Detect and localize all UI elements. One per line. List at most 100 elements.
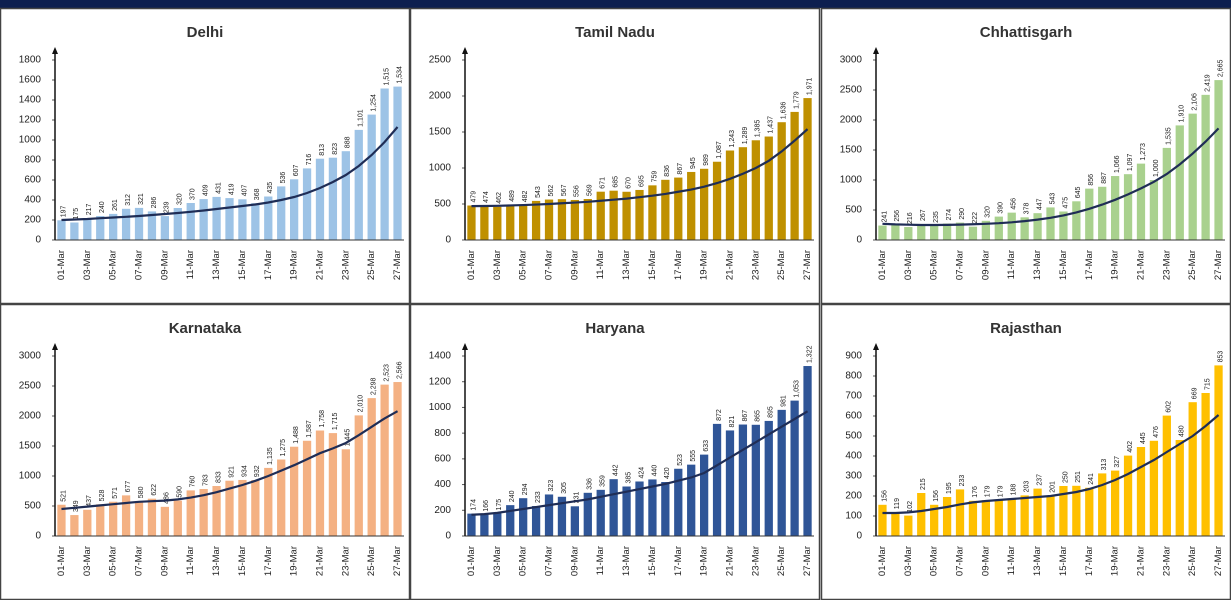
value-label: 102 — [907, 501, 914, 513]
bar — [519, 498, 528, 536]
x-tick-label: 19-Mar — [1110, 546, 1121, 576]
bar — [531, 200, 541, 240]
y-tick-label: 200 — [434, 505, 451, 516]
value-label: 233 — [959, 475, 966, 487]
value-label: 215 — [920, 478, 927, 490]
value-label: 821 — [729, 416, 736, 428]
bar — [147, 498, 157, 536]
x-tick-label: 13-Mar — [211, 546, 222, 576]
value-label: 836 — [664, 165, 671, 177]
bar — [878, 504, 887, 536]
x-tick-label: 11-Mar — [595, 546, 606, 575]
x-tick-label: 13-Mar — [621, 546, 632, 576]
value-label: 385 — [625, 472, 632, 484]
y-tick-label: 400 — [845, 451, 862, 462]
value-label: 1,715 — [332, 412, 339, 430]
x-tick-label: 07-Mar — [134, 250, 145, 280]
bar — [380, 384, 389, 536]
y-tick-label: 1000 — [429, 163, 452, 174]
x-tick-label: 23-Mar — [1161, 250, 1172, 280]
value-label: 1,000 — [1153, 159, 1160, 177]
value-label: 669 — [1192, 387, 1199, 399]
trend-line — [61, 410, 399, 511]
value-label: 305 — [561, 482, 568, 494]
value-label: 216 — [907, 212, 914, 224]
y-tick-label: 2000 — [840, 115, 863, 126]
x-tick-label: 23-Mar — [750, 546, 761, 576]
bar — [803, 366, 812, 536]
y-tick-label: 1400 — [429, 351, 452, 362]
value-label: 833 — [215, 471, 222, 483]
value-label: 677 — [125, 481, 132, 493]
bar — [173, 208, 182, 240]
value-label: 716 — [306, 154, 313, 166]
value-label: 320 — [985, 206, 992, 218]
value-label: 486 — [164, 492, 171, 504]
x-tick-label: 25-Mar — [776, 546, 787, 576]
bar — [994, 500, 1003, 536]
value-label: 695 — [638, 175, 645, 187]
bar — [238, 199, 247, 240]
value-label: 1,587 — [306, 420, 313, 438]
x-tick-label: 23-Mar — [340, 250, 351, 280]
bar — [803, 98, 812, 240]
value-label: 580 — [138, 486, 145, 498]
value-label: 176 — [972, 486, 979, 498]
y-tick-label: 800 — [24, 155, 41, 166]
bar — [109, 501, 118, 536]
bar — [302, 168, 312, 240]
bar — [1020, 217, 1029, 240]
bar — [1098, 473, 1107, 536]
value-label: 1,445 — [345, 429, 352, 447]
y-tick-label: 800 — [434, 428, 451, 439]
value-label: 2,298 — [371, 377, 378, 395]
value-label: 715 — [1204, 378, 1211, 390]
bar — [315, 158, 325, 240]
x-tick-label: 19-Mar — [699, 546, 710, 576]
x-tick-label: 27-Mar — [1213, 250, 1224, 280]
bar — [1201, 94, 1210, 240]
bar — [917, 223, 926, 240]
x-tick-label: 03-Mar — [492, 250, 503, 280]
bar — [764, 420, 773, 536]
value-label: 349 — [73, 500, 80, 512]
bar — [354, 129, 363, 240]
value-label: 1,515 — [383, 68, 390, 86]
value-label: 179 — [998, 485, 1005, 497]
value-label: 685 — [612, 176, 619, 188]
bar — [251, 480, 260, 536]
value-label: 932 — [254, 465, 261, 477]
x-tick-label: 01-Mar — [877, 250, 888, 280]
x-tick-label: 23-Mar — [340, 546, 351, 576]
bar — [955, 489, 965, 536]
value-label: 390 — [998, 202, 1005, 214]
y-tick-label: 2000 — [429, 91, 452, 102]
y-tick-label: 100 — [845, 511, 862, 522]
bar — [699, 454, 709, 536]
value-label: 476 — [1153, 426, 1160, 438]
bar — [1085, 487, 1094, 536]
value-label: 1,322 — [806, 345, 813, 363]
value-label: 174 — [470, 499, 477, 511]
x-tick-label: 19-Mar — [699, 250, 710, 280]
value-label: 445 — [1140, 432, 1147, 444]
value-label: 456 — [1011, 198, 1018, 210]
y-tick-label: 400 — [434, 479, 451, 490]
x-tick-label: 09-Mar — [980, 250, 991, 280]
x-tick-label: 27-Mar — [392, 546, 403, 576]
bar — [674, 468, 683, 536]
value-label: 156 — [933, 490, 940, 502]
x-tick-label: 09-Mar — [569, 546, 580, 576]
bar — [687, 171, 696, 240]
trend-line — [471, 410, 809, 516]
value-label: 312 — [125, 194, 132, 206]
value-label: 274 — [946, 209, 953, 221]
y-tick-label: 3000 — [840, 55, 863, 66]
bar — [699, 168, 709, 240]
value-label: 823 — [332, 143, 339, 155]
bar — [674, 177, 683, 240]
bar — [199, 489, 208, 536]
x-tick-label: 25-Mar — [366, 250, 377, 280]
bar — [1162, 147, 1171, 240]
bar — [738, 424, 748, 536]
